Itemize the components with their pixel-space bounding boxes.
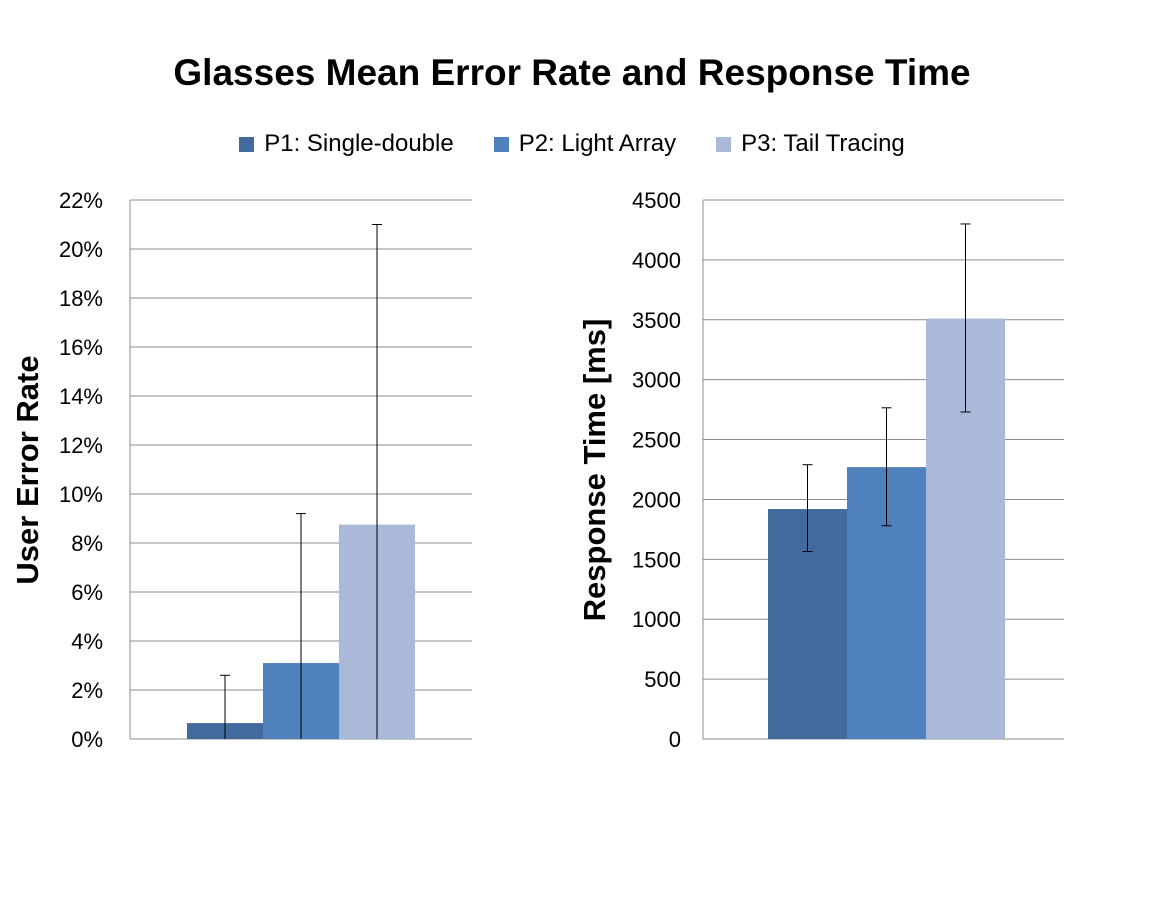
legend-label-p2: P2: Light Array [518,130,677,157]
legend-item-p1: P1: Single-double [239,130,454,158]
legend-swatch-p1 [239,136,255,152]
y-tick-label: 0 [669,727,681,752]
legend-item-p3: P3: Tail Tracing [716,130,905,158]
y-tick-label: 4000 [632,248,681,273]
y-tick-label: 4% [71,629,103,654]
y-tick-label: 8% [71,531,103,556]
legend-item-p2: P2: Light Array [493,130,677,158]
y-tick-label: 22% [59,188,103,213]
legend-swatch-p3 [716,136,732,152]
y-tick-label: 4500 [632,188,681,213]
legend-label-p3: P3: Tail Tracing [741,130,905,157]
y-tick-label: 2000 [632,487,681,512]
legend: P1: Single-double P2: Light Array P3: Ta… [0,130,1144,158]
y-tick-label: 1000 [632,607,681,632]
y-tick-label: 2% [71,678,103,703]
y-axis-label: Response Time [ms] [577,319,612,622]
y-tick-label: 12% [59,433,103,458]
chart-1: 0% 2% 4% 6% 8% 10% 12% 14% 16% 18% 20% 22% User Erro… [10,188,472,752]
y-tick-label: 500 [644,667,681,692]
legend-label-p1: P1: Single-double [264,130,454,157]
y-tick-label: 1500 [632,547,681,572]
y-tick-label: 3500 [632,308,681,333]
y-tick-label: 10% [59,482,103,507]
y-tick-label: 0% [71,727,103,752]
y-tick-label: 2500 [632,428,681,453]
y-tick-label: 16% [59,335,103,360]
y-tick-label: 18% [59,286,103,311]
chart-2: 0 500 1000 1500 2000 2500 3000 3500 4000 4500 Resp… [577,188,1064,752]
legend-swatch-p2 [493,136,509,152]
y-tick-label: 20% [59,237,103,262]
y-tick-label: 6% [71,580,103,605]
y-tick-label: 3000 [632,368,681,393]
y-tick-label: 14% [59,384,103,409]
chart-title: Glasses Mean Error Rate and Response Tim… [173,52,971,93]
y-axis-label: User Error Rate [10,355,45,584]
